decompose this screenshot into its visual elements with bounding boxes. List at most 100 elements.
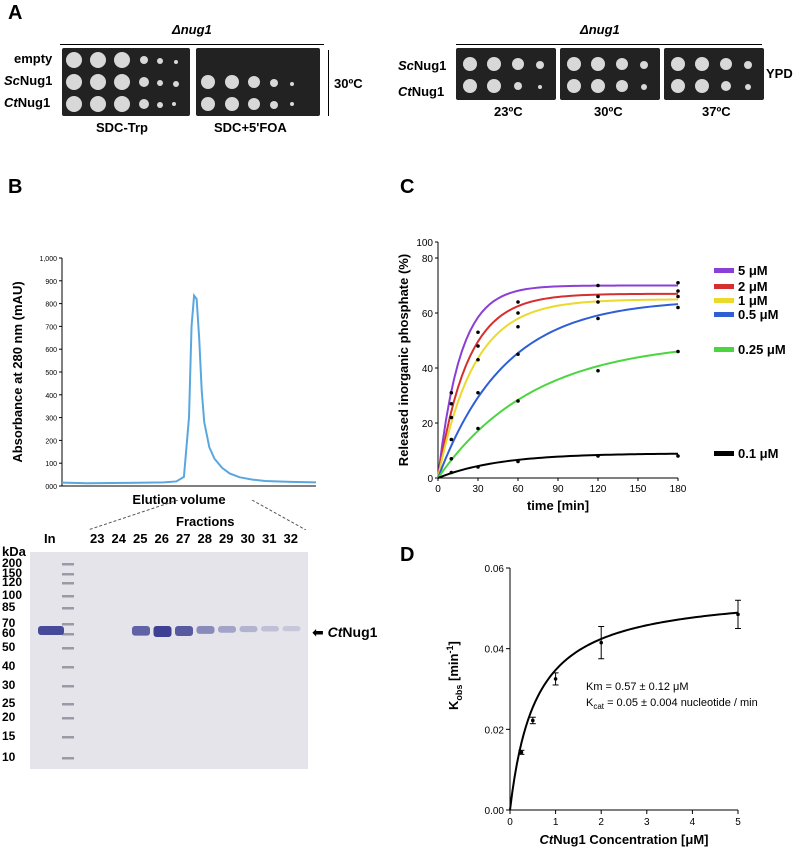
data-point — [476, 465, 480, 469]
fraction-band — [261, 626, 279, 632]
data-point — [476, 357, 480, 362]
y-tick-label-b: 600 — [45, 347, 57, 354]
marker-label: 15 — [2, 729, 16, 743]
data-point — [449, 390, 454, 395]
x-tick-label-d: 1 — [553, 817, 559, 828]
data-point — [516, 352, 520, 357]
bracket-line-left — [60, 44, 324, 45]
fraction-band — [196, 626, 215, 634]
data-point — [516, 399, 520, 403]
y-title-sub: obs — [454, 685, 464, 701]
fraction-band — [282, 626, 301, 632]
data-point-d — [599, 640, 603, 645]
marker-band — [62, 563, 74, 566]
yeast-spots-left — [66, 52, 294, 112]
data-point-d — [531, 718, 535, 723]
y-tick-label-b: 100 — [45, 461, 57, 468]
marker-band — [62, 582, 74, 585]
kcat-rest: = 0.05 ± 0.004 nucleotide / min — [604, 697, 758, 709]
lane-label: 23 — [90, 531, 105, 546]
kda-label: kDa — [2, 544, 26, 559]
y-tick-label-b: 1,000 — [39, 256, 57, 263]
plate-label-sdc-trp: SDC-Trp — [96, 120, 148, 135]
marker-band — [62, 757, 74, 760]
y-tick-label-d: 0.06 — [485, 564, 505, 575]
legend-label: 2 μM — [738, 279, 768, 294]
marker-label: 40 — [2, 659, 16, 673]
ctnug1-band-label: ⬅ CtNug1 — [312, 624, 377, 641]
x-tick-label-c: 90 — [552, 484, 564, 495]
fraction-band — [175, 626, 193, 636]
fraction-band — [239, 626, 258, 633]
panel-b-letter: B — [8, 176, 23, 198]
legend-swatch — [714, 284, 734, 289]
marker-label: 150 — [2, 566, 23, 580]
data-point — [476, 344, 480, 348]
panel-c-letter: C — [400, 176, 415, 198]
right-row-label-scnug1: ScNug1 — [398, 58, 447, 73]
lane-label: 27 — [176, 531, 191, 546]
genotype-label-left: Δnug1 — [172, 22, 212, 37]
band-label-prefix: Ct — [327, 624, 343, 640]
lane-label: 32 — [283, 531, 298, 546]
data-point — [516, 311, 520, 315]
bracket-line-right — [456, 44, 762, 45]
legend-swatch — [714, 268, 734, 273]
fit-curve — [437, 452, 679, 479]
marker-label: 200 — [2, 556, 23, 570]
plate-label-sdc-foa: SDC+5'FOA — [214, 120, 287, 135]
temp-label-23: 23ºC — [494, 104, 523, 119]
x-tick-label-c: 180 — [670, 484, 687, 495]
y-tick-label-c: 0 — [427, 474, 433, 485]
y-tick-label-b: 000 — [45, 484, 57, 491]
fit-curve — [437, 303, 679, 479]
marker-band — [62, 595, 74, 598]
temp-label-left: 30ºC — [334, 76, 363, 91]
legend-swatch — [714, 298, 734, 303]
panel-a-letter: A — [8, 2, 23, 24]
y-tick-label-b: 400 — [45, 393, 57, 400]
y-tick-label-c: 60 — [422, 309, 434, 320]
panel-d-letter: D — [400, 544, 415, 566]
data-point — [596, 368, 600, 373]
y-tick-label-c: 100 — [416, 238, 433, 249]
y-tick-label-b: 700 — [45, 324, 57, 331]
lane-label: 25 — [133, 531, 148, 546]
data-point — [476, 426, 480, 431]
kcat-sub: cat — [593, 702, 604, 711]
lane-label: 28 — [197, 531, 212, 546]
data-point — [676, 289, 680, 293]
y-axis-title-d: Kobs [min-1] — [445, 641, 464, 710]
marker-label: 70 — [2, 616, 16, 630]
y-tick-label-b: 900 — [45, 279, 57, 286]
gel-background — [30, 552, 308, 769]
legend-swatch — [714, 312, 734, 317]
yeast-spots-right — [463, 57, 752, 93]
fit-curve — [437, 284, 679, 479]
marker-label: 50 — [2, 640, 16, 654]
marker-band — [62, 647, 74, 650]
marker-band — [62, 736, 74, 739]
medium-label: YPD — [766, 66, 793, 81]
lane-label: 31 — [262, 531, 277, 546]
lane-label: 26 — [154, 531, 169, 546]
marker-band — [62, 633, 74, 636]
fraction-band — [132, 626, 150, 636]
data-point — [676, 305, 680, 310]
y-tick-label-b: 200 — [45, 438, 57, 445]
y-tick-label-b: 500 — [45, 370, 57, 377]
fit-curve — [437, 298, 679, 479]
y-tick-label-c: 20 — [422, 419, 434, 430]
y-tick-label-b: 300 — [45, 416, 57, 423]
fraction-band — [153, 626, 172, 637]
y-axis-title-b: Absorbance at 280 nm (mAU) — [10, 281, 25, 462]
lane-label: 29 — [219, 531, 234, 546]
kcat-annotation: Kcat = 0.05 ± 0.004 nucleotide / min — [586, 697, 758, 711]
data-point — [476, 330, 480, 335]
y-title-close: ] — [446, 641, 461, 645]
x-tick-label-d: 2 — [598, 817, 604, 828]
data-point — [596, 300, 600, 304]
fit-curve — [437, 292, 679, 479]
marker-label: 10 — [2, 750, 16, 764]
y-tick-label-d: 0.00 — [485, 806, 505, 817]
